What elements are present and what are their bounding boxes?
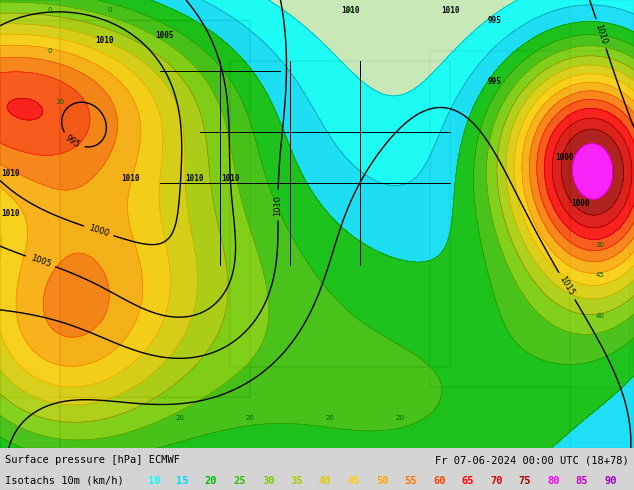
Text: 1010: 1010 bbox=[120, 174, 139, 183]
Text: 1005: 1005 bbox=[29, 253, 52, 269]
Text: 70: 70 bbox=[490, 476, 503, 486]
FancyBboxPatch shape bbox=[0, 0, 60, 448]
Text: 995: 995 bbox=[488, 16, 502, 25]
Text: Fr 07-06-2024 00:00 UTC (18+78): Fr 07-06-2024 00:00 UTC (18+78) bbox=[435, 455, 629, 465]
Text: 30: 30 bbox=[262, 476, 275, 486]
Text: 995: 995 bbox=[488, 77, 502, 86]
FancyBboxPatch shape bbox=[430, 51, 630, 387]
Text: 90: 90 bbox=[604, 476, 617, 486]
Text: 30: 30 bbox=[595, 242, 604, 247]
Text: 1000: 1000 bbox=[556, 153, 574, 163]
Text: 1010: 1010 bbox=[273, 195, 283, 216]
Text: 10: 10 bbox=[148, 476, 160, 486]
FancyBboxPatch shape bbox=[230, 61, 450, 367]
Text: 0: 0 bbox=[108, 7, 112, 13]
Text: 85: 85 bbox=[576, 476, 588, 486]
Text: 1000: 1000 bbox=[87, 223, 110, 239]
Text: 50: 50 bbox=[376, 476, 389, 486]
Text: 1015: 1015 bbox=[558, 275, 576, 297]
Text: 35: 35 bbox=[290, 476, 303, 486]
Text: 20: 20 bbox=[176, 415, 184, 421]
Text: 1010: 1010 bbox=[96, 36, 114, 45]
Text: 40: 40 bbox=[595, 313, 604, 319]
FancyBboxPatch shape bbox=[0, 21, 250, 397]
Text: 65: 65 bbox=[462, 476, 474, 486]
Text: 20: 20 bbox=[346, 7, 354, 13]
FancyBboxPatch shape bbox=[570, 0, 634, 448]
Text: 20: 20 bbox=[326, 415, 335, 421]
Text: Surface pressure [hPa] ECMWF: Surface pressure [hPa] ECMWF bbox=[5, 455, 180, 465]
Text: 1010: 1010 bbox=[593, 23, 609, 45]
Text: 20: 20 bbox=[205, 476, 217, 486]
Text: 0: 0 bbox=[48, 7, 52, 13]
Text: 60: 60 bbox=[433, 476, 446, 486]
Text: 45: 45 bbox=[595, 272, 604, 278]
Text: 1010: 1010 bbox=[441, 6, 459, 15]
Text: 30: 30 bbox=[56, 99, 65, 105]
Text: 20: 20 bbox=[396, 415, 404, 421]
Text: Isotachs 10m (km/h): Isotachs 10m (km/h) bbox=[5, 476, 124, 486]
Text: 1010: 1010 bbox=[221, 174, 239, 183]
Text: 0: 0 bbox=[48, 48, 52, 54]
Text: 1010: 1010 bbox=[186, 174, 204, 183]
Text: 1010: 1010 bbox=[340, 6, 359, 15]
Text: 75: 75 bbox=[519, 476, 531, 486]
Text: 1000: 1000 bbox=[571, 199, 589, 208]
Text: 1005: 1005 bbox=[156, 31, 174, 40]
Text: 15: 15 bbox=[176, 476, 189, 486]
Text: 25: 25 bbox=[233, 476, 246, 486]
Text: 45: 45 bbox=[347, 476, 360, 486]
Text: 80: 80 bbox=[547, 476, 560, 486]
Text: 1010: 1010 bbox=[1, 210, 19, 219]
Text: 1010: 1010 bbox=[1, 169, 19, 178]
Text: 20: 20 bbox=[245, 415, 254, 421]
Text: 40: 40 bbox=[319, 476, 332, 486]
Text: 55: 55 bbox=[404, 476, 417, 486]
Text: 995: 995 bbox=[64, 134, 82, 150]
